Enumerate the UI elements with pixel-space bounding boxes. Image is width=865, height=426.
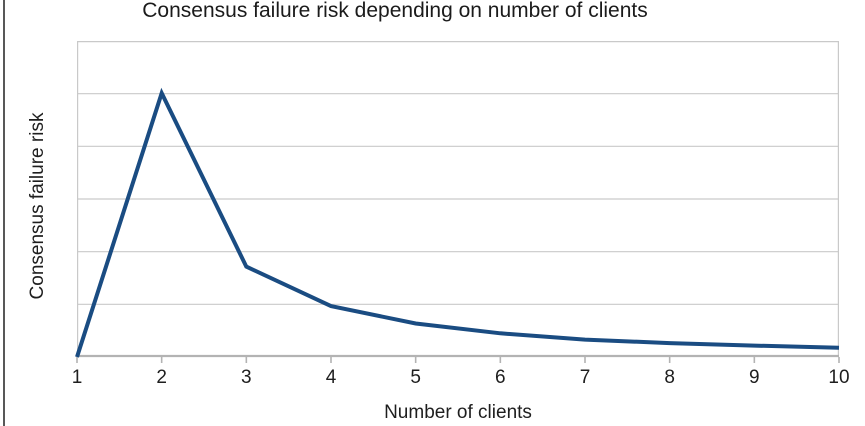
x-tick-label: 1 [71, 367, 83, 388]
x-tick-label: 9 [749, 367, 760, 388]
y-axis-title: Consensus failure risk [27, 112, 48, 300]
x-tick-label: 10 [828, 367, 850, 388]
x-tick-label: 2 [156, 367, 167, 388]
x-tick-label: 6 [495, 367, 506, 388]
consensus-failure-risk-line [75, 87, 840, 358]
chart-title: Consensus failure risk depending on numb… [142, 0, 648, 22]
line-chart-canvas [75, 41, 840, 363]
x-tick-label: 8 [664, 367, 675, 388]
x-tick-label: 4 [325, 367, 337, 388]
x-tick-label: 7 [579, 367, 591, 388]
page-left-border [3, 0, 5, 426]
x-axis-title: Number of clients [384, 402, 532, 423]
x-tick-label: 3 [241, 367, 252, 388]
x-tick-label: 5 [410, 367, 421, 388]
plot-area [75, 41, 840, 363]
